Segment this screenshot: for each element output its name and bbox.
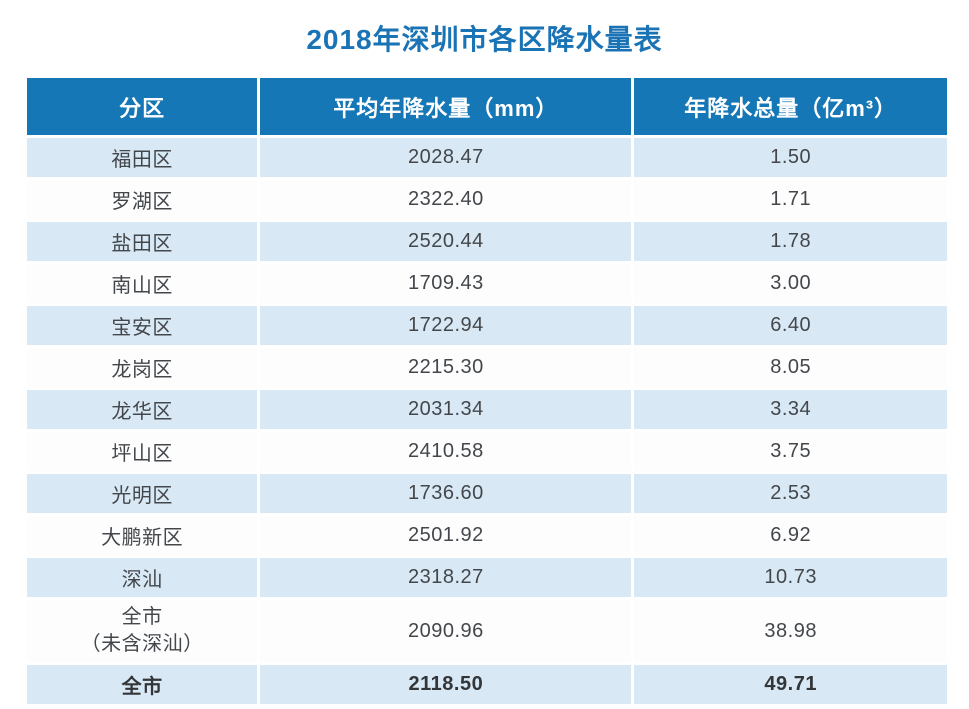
avg-rainfall-cell: 2322.40: [260, 180, 632, 219]
avg-rainfall-cell: 1709.43: [260, 264, 632, 303]
avg-rainfall-cell: 2031.34: [260, 390, 632, 429]
table-row: 大鹏新区 2501.92 6.92: [27, 516, 947, 555]
table-row: 南山区 1709.43 3.00: [27, 264, 947, 303]
avg-rainfall-cell: 2028.47: [260, 138, 632, 177]
total-rainfall-cell: 1.71: [634, 180, 947, 219]
total-rainfall-cell: 6.40: [634, 306, 947, 345]
avg-rainfall-cell: 1722.94: [260, 306, 632, 345]
total-rainfall-cell: 8.05: [634, 348, 947, 387]
avg-rainfall-cell: 1736.60: [260, 474, 632, 513]
table-row: 龙华区 2031.34 3.34: [27, 390, 947, 429]
table-row: 深汕 2318.27 10.73: [27, 558, 947, 597]
avg-rainfall-cell: 2520.44: [260, 222, 632, 261]
total-rainfall-cell: 10.73: [634, 558, 947, 597]
district-cell: 福田区: [27, 138, 258, 177]
page-title: 2018年深圳市各区降水量表: [306, 24, 663, 55]
table-header-row: 分区 平均年降水量（mm） 年降水总量（亿m³）: [27, 78, 947, 135]
avg-rainfall-cell: 2090.96: [260, 600, 632, 662]
total-rainfall-cell: 38.98: [634, 600, 947, 662]
district-cell: 龙华区: [27, 390, 258, 429]
table-row: 宝安区 1722.94 6.40: [27, 306, 947, 345]
avg-rainfall-cell: 2318.27: [260, 558, 632, 597]
district-cell: 深汕: [27, 558, 258, 597]
district-cell: 龙岗区: [27, 348, 258, 387]
table-row: 福田区 2028.47 1.50: [27, 138, 947, 177]
total-rainfall-cell: 3.34: [634, 390, 947, 429]
table-row: 光明区 1736.60 2.53: [27, 474, 947, 513]
header-total-rainfall: 年降水总量（亿m³）: [634, 78, 947, 135]
district-cell: 坪山区: [27, 432, 258, 471]
district-cell: 罗湖区: [27, 180, 258, 219]
table-row: 全市 （未含深汕） 2090.96 38.98: [27, 600, 947, 662]
district-cell: 全市: [27, 665, 258, 704]
avg-rainfall-cell: 2215.30: [260, 348, 632, 387]
total-rainfall-cell: 6.92: [634, 516, 947, 555]
header-district: 分区: [27, 78, 258, 135]
total-rainfall-cell: 3.00: [634, 264, 947, 303]
header-avg-rainfall: 平均年降水量（mm）: [260, 78, 632, 135]
district-cell: 大鹏新区: [27, 516, 258, 555]
total-rainfall-cell: 49.71: [634, 665, 947, 704]
avg-rainfall-cell: 2501.92: [260, 516, 632, 555]
district-cell: 宝安区: [27, 306, 258, 345]
table-row: 龙岗区 2215.30 8.05: [27, 348, 947, 387]
district-cell: 南山区: [27, 264, 258, 303]
table-row: 罗湖区 2322.40 1.71: [27, 180, 947, 219]
total-rainfall-cell: 1.78: [634, 222, 947, 261]
avg-rainfall-cell: 2118.50: [260, 665, 632, 704]
total-rainfall-cell: 2.53: [634, 474, 947, 513]
avg-rainfall-cell: 2410.58: [260, 432, 632, 471]
table-row: 坪山区 2410.58 3.75: [27, 432, 947, 471]
total-rainfall-cell: 1.50: [634, 138, 947, 177]
table-row-total: 全市 2118.50 49.71: [27, 665, 947, 704]
rainfall-table: 分区 平均年降水量（mm） 年降水总量（亿m³） 福田区 2028.47 1.5…: [24, 75, 950, 707]
total-rainfall-cell: 3.75: [634, 432, 947, 471]
district-cell: 全市 （未含深汕）: [27, 600, 258, 662]
district-cell: 光明区: [27, 474, 258, 513]
district-cell: 盐田区: [27, 222, 258, 261]
table-row: 盐田区 2520.44 1.78: [27, 222, 947, 261]
